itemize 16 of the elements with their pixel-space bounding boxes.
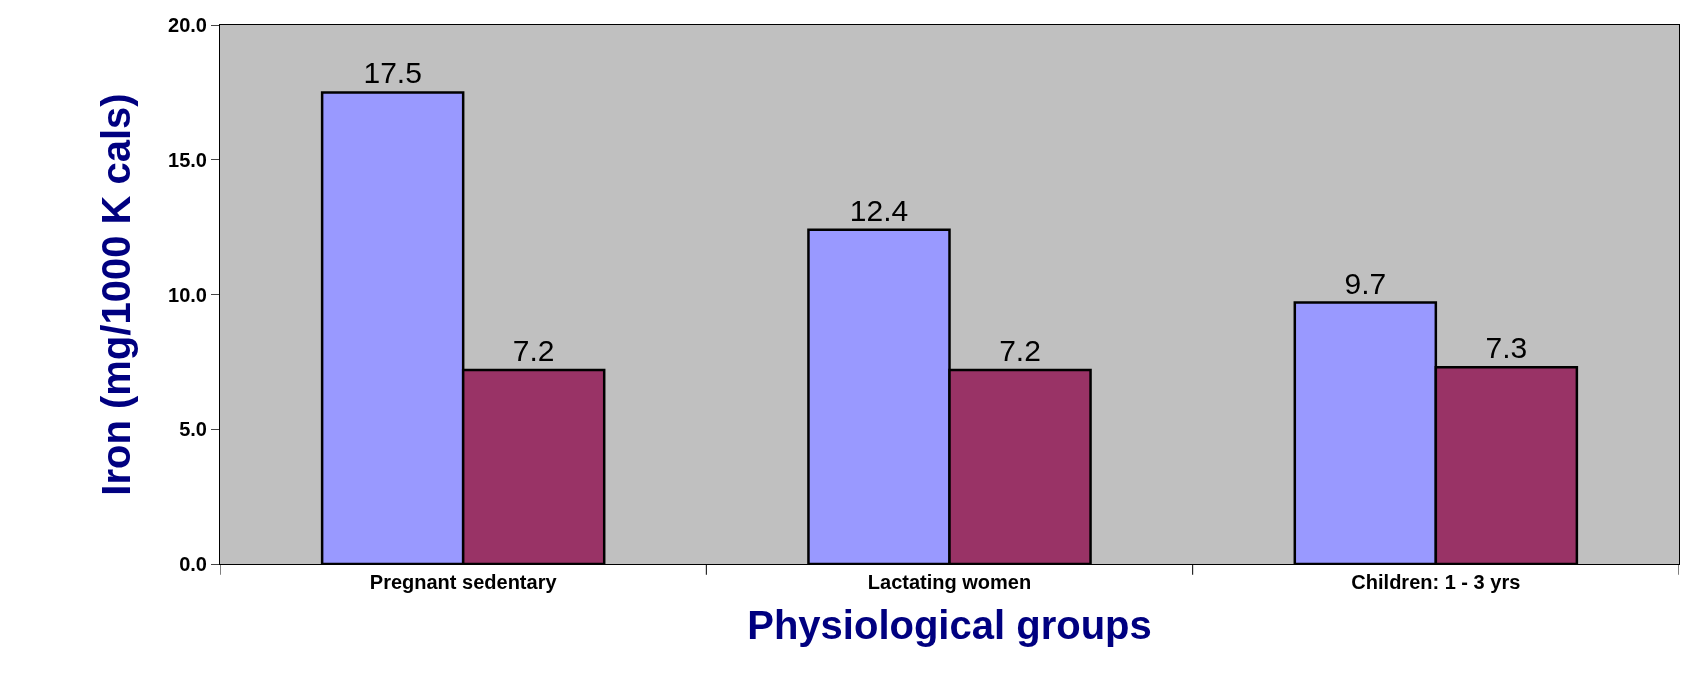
data-label: 17.5 xyxy=(363,56,422,90)
data-label: 7.2 xyxy=(999,333,1041,367)
x-tick-label: Children: 1 - 3 yrs xyxy=(1351,571,1521,593)
data-label: 9.7 xyxy=(1344,266,1387,300)
y-tick-label: 20.0 xyxy=(168,14,207,36)
x-tick-label: Lactating women xyxy=(867,571,1032,593)
y-axis-title: Iron (mg/1000 K cals) xyxy=(93,93,138,496)
data-label: 7.2 xyxy=(512,333,555,367)
data-label: 12.4 xyxy=(849,193,909,227)
data-label: 7.3 xyxy=(1485,331,1528,365)
y-tick-label: 10.0 xyxy=(168,283,207,306)
x-tick-label: Pregnant sedentary xyxy=(369,571,558,593)
y-tick-label: 5.0 xyxy=(179,418,207,441)
y-tick-label: 15.0 xyxy=(168,148,207,171)
y-tick-label: 0.0 xyxy=(179,553,207,575)
x-axis-title: Physiological groups xyxy=(747,602,1152,647)
